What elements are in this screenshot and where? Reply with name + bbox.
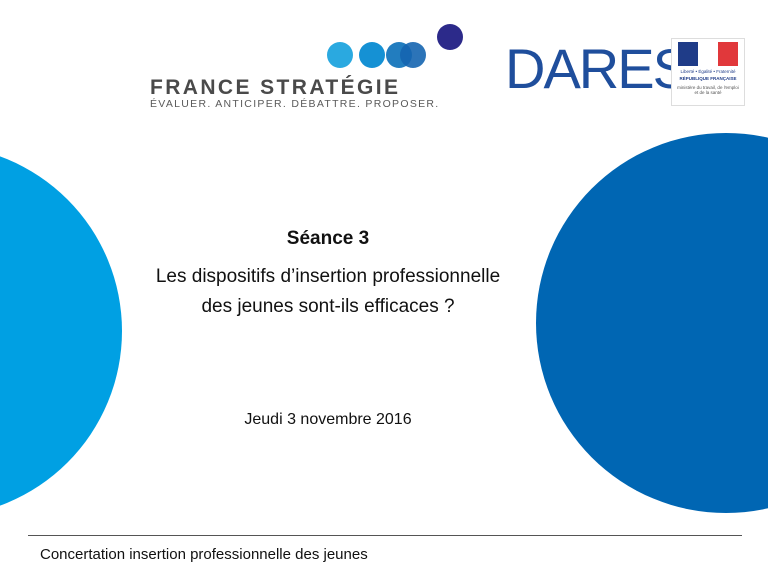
marianne-logo: Liberté • Égalité • Fraternité RÉPUBLIQU… [671, 38, 745, 106]
french-flag-icon [678, 42, 738, 66]
dares-logo: DARES [505, 37, 690, 100]
marianne-ministry: ministère du travail, de l'emploi et de … [677, 85, 739, 95]
session-label: Séance 3 [286, 228, 370, 249]
france-strategie-name: FRANCE STRATÉGIE [150, 76, 401, 99]
logo-dot-icon [437, 24, 463, 50]
slide-title: Les dispositifs d’insertion professionne… [155, 266, 501, 317]
left-decorative-circle [0, 156, 122, 506]
footer-text: Concertation insertion professionnelle d… [40, 546, 368, 563]
logo-dot-icon [359, 42, 385, 68]
france-strategie-tagline: ÉVALUER. ANTICIPER. DÉBATTRE. PROPOSER. [150, 98, 440, 110]
right-decorative-circle [536, 133, 768, 513]
logo-dot-icon [400, 42, 426, 68]
footer-divider [28, 535, 742, 536]
logo-dot-icon [327, 42, 353, 68]
marianne-motto: Liberté • Égalité • Fraternité [680, 69, 736, 74]
marianne-republic: RÉPUBLIQUE FRANÇAISE [679, 76, 737, 81]
slide-date: Jeudi 3 novembre 2016 [244, 411, 412, 428]
